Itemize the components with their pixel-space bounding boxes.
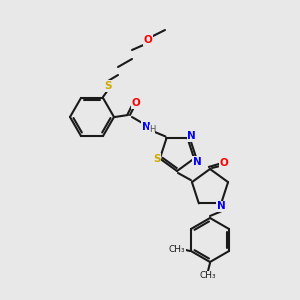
- Text: N: N: [187, 131, 196, 141]
- Text: N: N: [217, 201, 226, 212]
- Text: CH₃: CH₃: [200, 272, 216, 280]
- Text: H: H: [149, 125, 155, 134]
- Text: O: O: [132, 98, 140, 108]
- Text: S: S: [153, 154, 160, 164]
- Text: O: O: [220, 158, 228, 168]
- Text: N: N: [193, 157, 202, 166]
- Text: O: O: [144, 35, 152, 45]
- Text: CH₃: CH₃: [169, 244, 185, 253]
- Text: S: S: [104, 81, 112, 91]
- Text: N: N: [142, 122, 150, 132]
